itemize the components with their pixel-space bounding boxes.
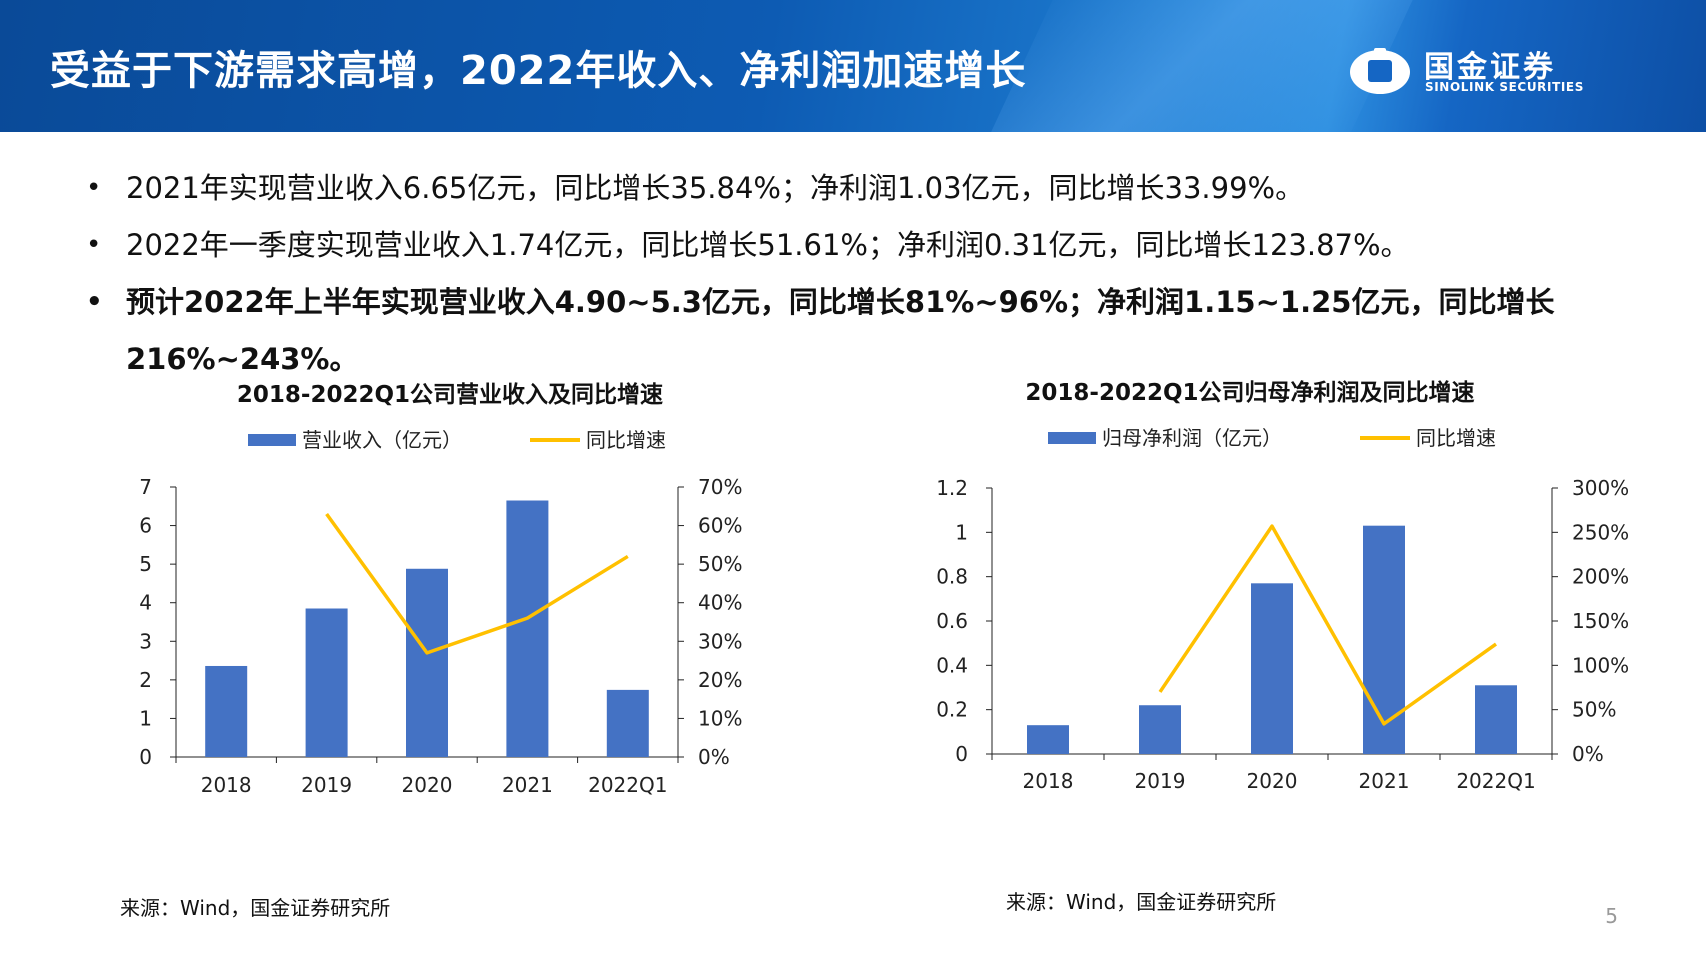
x-tick-label: 2020 (1247, 769, 1298, 793)
bullet-text: 2021年实现营业收入6.65亿元，同比增长35.84%；净利润1.03亿元，同… (126, 171, 1305, 205)
growth-line (325, 512, 629, 655)
x-tick-label: 2021 (502, 773, 553, 797)
bar (1363, 525, 1405, 754)
bar (1139, 705, 1181, 754)
x-tick-label: 2022Q1 (1456, 769, 1535, 793)
right-tick-label: 30% (698, 629, 742, 653)
bullet-item: • 2022年一季度实现营业收入1.74亿元，同比增长51.61%；净利润0.3… (82, 217, 1642, 274)
page-number: 5 (1605, 904, 1618, 928)
header-banner: 受益于下游需求高增，2022年收入、净利润加速增长 国金证券 SINOLINK … (0, 0, 1706, 132)
right-tick-label: 300% (1572, 476, 1629, 500)
legend-label-bar: 归母净利润（亿元） (1102, 426, 1282, 450)
right-tick-label: 20% (698, 668, 742, 692)
left-tick-label: 5 (139, 552, 152, 576)
left-tick-label: 0 (139, 745, 152, 769)
revenue-chart-source: 来源：Wind，国金证券研究所 (120, 896, 391, 920)
x-tick-label: 2020 (402, 773, 453, 797)
x-tick-label: 2022Q1 (588, 773, 667, 797)
legend-label-line: 同比增速 (586, 428, 666, 452)
right-tick-label: 40% (698, 591, 742, 615)
x-tick-label: 2018 (201, 773, 252, 797)
chart-title: 2018-2022Q1公司归母净利润及同比增速 (1025, 379, 1474, 406)
bullet-dot-icon: • (86, 173, 102, 203)
right-tick-label: 0% (1572, 742, 1604, 766)
right-tick-label: 50% (1572, 698, 1616, 722)
right-tick-label: 10% (698, 706, 742, 730)
logo-text-cn: 国金证券 (1424, 50, 1556, 85)
net-profit-chart-source: 来源：Wind，国金证券研究所 (1006, 890, 1277, 914)
left-tick-label: 0 (955, 742, 968, 766)
bar (406, 568, 448, 757)
legend-label-bar: 营业收入（亿元） (302, 428, 462, 452)
bar (1475, 685, 1517, 754)
bar (1251, 583, 1293, 754)
revenue-chart: 2018-2022Q1公司营业收入及同比增速营业收入（亿元） 同比增速 0 1 2 3 4 5… (120, 381, 840, 872)
left-tick-label: 0.4 (936, 653, 968, 677)
left-tick-label: 1 (955, 520, 968, 544)
bullet-text: 预计2022年上半年实现营业收入4.90~5.3亿元，同比增长81%~96%；净… (126, 285, 1555, 376)
x-tick-label: 2019 (1135, 769, 1186, 793)
bar (506, 500, 549, 757)
left-tick-label: 7 (139, 475, 152, 499)
left-tick-label: 3 (139, 629, 152, 653)
net-profit-chart: 2018-2022Q1公司归母净利润及同比增速归母净利润（亿元） 同比增速 0 0.2… (920, 379, 1640, 870)
company-logo: 国金证券 SINOLINK SECURITIES (1348, 40, 1648, 100)
right-tick-label: 100% (1572, 653, 1629, 677)
right-tick-label: 250% (1572, 520, 1629, 544)
page-title: 受益于下游需求高增，2022年收入、净利润加速增长 (50, 48, 1027, 94)
right-tick-label: 70% (698, 475, 742, 499)
left-tick-label: 0.8 (936, 565, 968, 589)
right-tick-label: 0% (698, 745, 730, 769)
bar (305, 608, 348, 757)
legend-swatch-bar (248, 434, 296, 446)
x-tick-label: 2021 (1359, 769, 1410, 793)
left-tick-label: 4 (139, 591, 152, 615)
bullet-dot-icon: • (86, 230, 102, 260)
chart-title: 2018-2022Q1公司营业收入及同比增速 (237, 381, 663, 408)
left-tick-label: 2 (139, 668, 152, 692)
right-tick-label: 60% (698, 514, 742, 538)
left-tick-label: 1.2 (936, 476, 968, 500)
right-tick-label: 50% (698, 552, 742, 576)
logo-text-en: SINOLINK SECURITIES (1425, 80, 1584, 94)
right-tick-label: 200% (1572, 565, 1629, 589)
bar (1027, 725, 1069, 754)
left-tick-label: 0.2 (936, 698, 968, 722)
bullet-dot-icon: • (86, 287, 103, 317)
left-tick-label: 0.6 (936, 609, 968, 633)
legend-label-line: 同比增速 (1416, 426, 1496, 450)
bullet-list: • 2021年实现营业收入6.65亿元，同比增长35.84%；净利润1.03亿元… (82, 160, 1642, 388)
logo-mark-icon (1350, 48, 1410, 94)
bar (205, 665, 248, 757)
x-tick-label: 2019 (301, 773, 352, 797)
left-tick-label: 1 (139, 706, 152, 730)
right-tick-label: 150% (1572, 609, 1629, 633)
x-tick-label: 2018 (1023, 769, 1074, 793)
bullet-item-highlight: • 预计2022年上半年实现营业收入4.90~5.3亿元，同比增长81%~96%… (82, 274, 1642, 388)
legend-swatch-bar (1048, 432, 1096, 444)
left-tick-label: 6 (139, 514, 152, 538)
bullet-item: • 2021年实现营业收入6.65亿元，同比增长35.84%；净利润1.03亿元… (82, 160, 1642, 217)
bar (606, 689, 649, 757)
bullet-text: 2022年一季度实现营业收入1.74亿元，同比增长51.61%；净利润0.31亿… (126, 228, 1410, 262)
growth-line (1158, 524, 1498, 726)
